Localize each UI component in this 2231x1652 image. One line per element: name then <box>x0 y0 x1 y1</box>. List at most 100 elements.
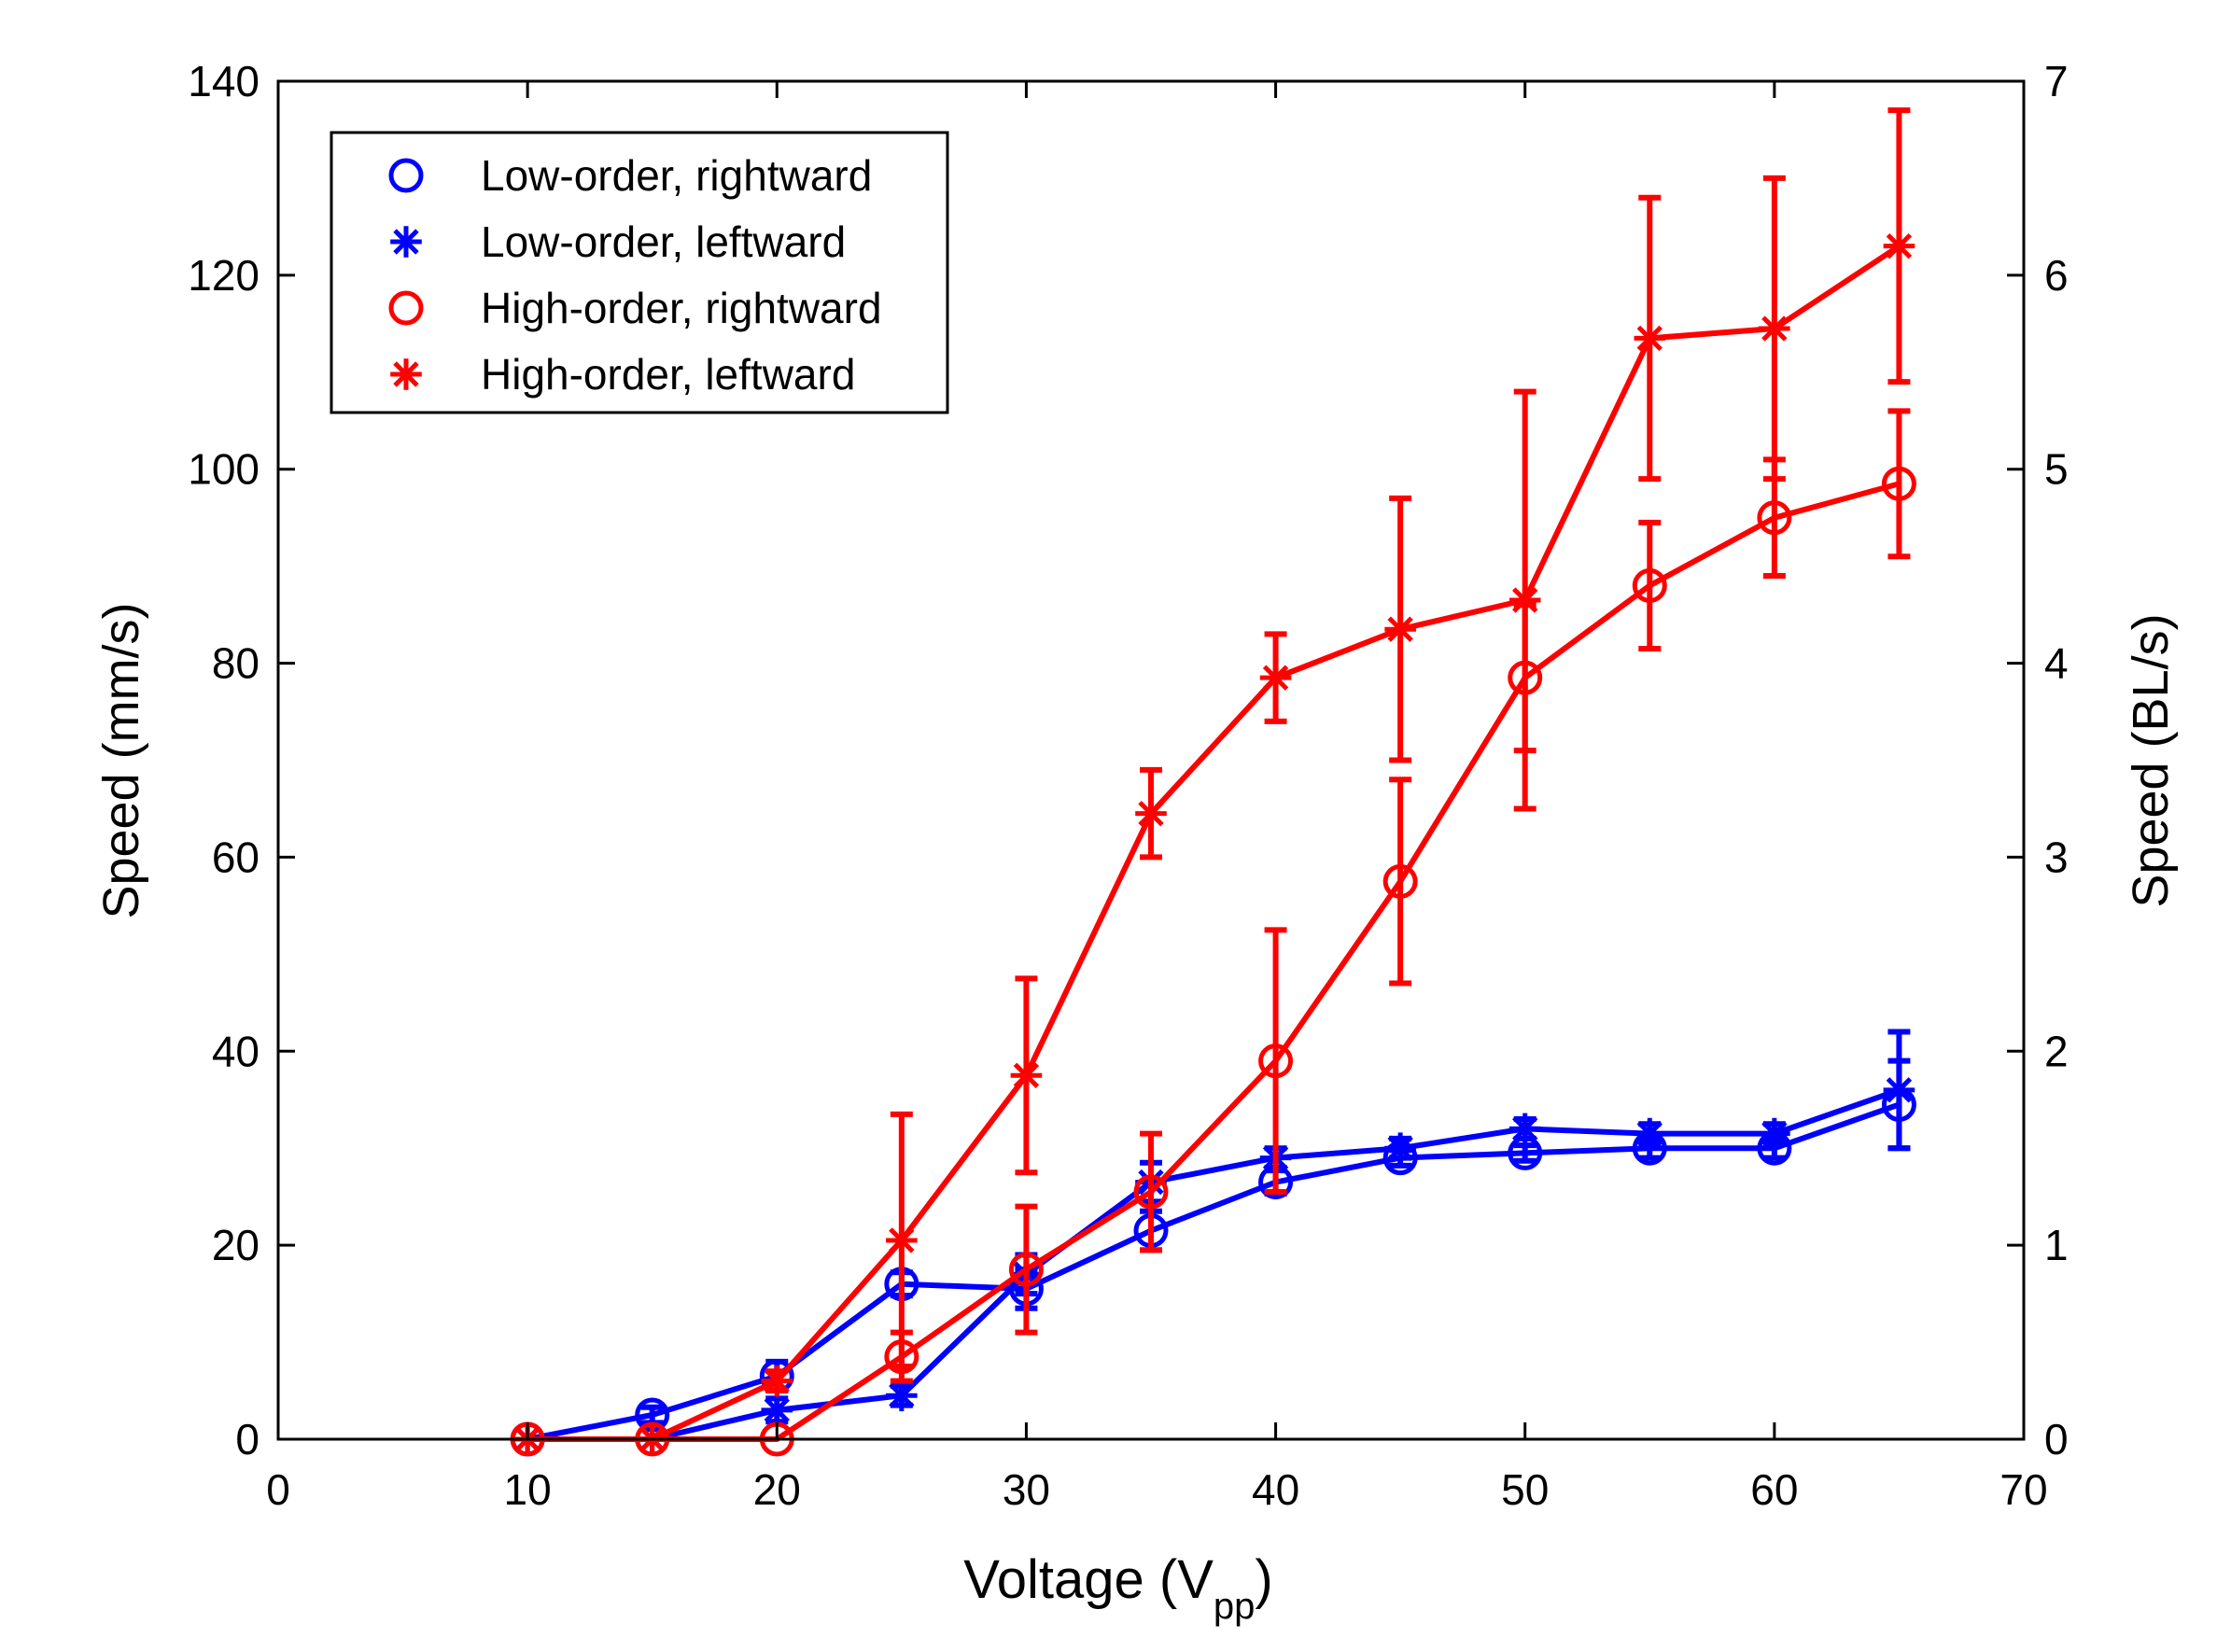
legend-label: High-order, leftward <box>481 350 855 399</box>
data-point <box>1508 1113 1541 1145</box>
x-tick-label: 40 <box>1252 1465 1299 1514</box>
asterisk-stroke <box>1387 616 1413 642</box>
error-bar <box>1264 927 1287 1195</box>
asterisk-stroke <box>1138 800 1164 827</box>
asterisk-stroke <box>1761 315 1788 342</box>
data-point <box>1632 567 1667 603</box>
data-point <box>886 1379 918 1412</box>
error-bar <box>1389 777 1412 987</box>
error-bar <box>1887 408 1911 560</box>
y2-tick-label: 6 <box>2044 251 2069 300</box>
axes: 0 10 20 30 40 50 60 700204060801001201400123456… <box>188 57 2068 1514</box>
data-point <box>1258 1043 1294 1079</box>
asterisk-stroke <box>764 1397 790 1423</box>
series-line <box>526 1101 1901 1442</box>
asterisk-stroke <box>393 229 419 255</box>
legend: Low-order, rightward Low-order, leftward H… <box>330 131 949 414</box>
legend-label: Low-order, rightward <box>481 151 872 200</box>
legend-box <box>330 131 949 414</box>
y-tick-label: 60 <box>212 833 260 881</box>
y-tick-label: 140 <box>188 57 260 105</box>
data-point <box>1508 584 1541 616</box>
x-axis-label-close: ) <box>1255 1549 1272 1610</box>
y-tick-label: 100 <box>188 445 260 494</box>
asterisk-stroke <box>764 1367 790 1394</box>
data-point <box>1382 863 1418 899</box>
error-bar <box>1015 1203 1038 1336</box>
error-bar <box>1638 519 1662 651</box>
y2-tick-label: 5 <box>2044 445 2069 494</box>
asterisk-stroke <box>1761 1120 1788 1147</box>
data-point <box>1759 1117 1790 1150</box>
data-point <box>1881 466 1916 501</box>
legend-marker <box>388 158 424 193</box>
legend-entry: High-order, leftward <box>390 350 855 399</box>
y-tick-label: 40 <box>212 1027 260 1075</box>
series-line <box>527 1087 1901 1442</box>
legend-marker <box>390 226 422 258</box>
data-point <box>1008 1252 1044 1287</box>
plot-frame <box>276 79 2026 1441</box>
error-bar <box>1140 1130 1162 1253</box>
data-point <box>1883 230 1915 262</box>
legend-entry: Low-order, rightward <box>388 151 872 200</box>
x-tick-label: 50 <box>1501 1465 1549 1514</box>
y2-tick-label: 4 <box>2044 639 2069 688</box>
x-tick-label: 30 <box>1003 1465 1050 1514</box>
data-point <box>1384 613 1416 645</box>
y-axis-label: Speed (mm/s) <box>93 602 149 918</box>
legend-marker <box>390 358 422 390</box>
y2-tick-label: 0 <box>2044 1415 2069 1463</box>
data-point <box>1883 1074 1915 1106</box>
x-axis-label: Voltage (Vpp) <box>963 1549 1272 1627</box>
series-line <box>527 244 1901 1442</box>
legend-entry: Low-order, leftward <box>390 217 846 266</box>
x-axis-label-main: Voltage (V <box>963 1549 1214 1610</box>
x-tick-label: 60 <box>1750 1465 1798 1514</box>
asterisk-stroke <box>1636 1120 1663 1147</box>
data-point <box>1759 313 1790 344</box>
asterisk-stroke <box>1262 665 1289 691</box>
data-point <box>1757 500 1792 536</box>
y2-tick-label: 2 <box>2044 1027 2069 1075</box>
asterisk-stroke <box>889 1227 915 1253</box>
x-tick-label: 70 <box>1999 1465 2047 1514</box>
asterisk-stroke <box>1512 1115 1538 1142</box>
data-point <box>761 1394 793 1426</box>
asterisk-stroke <box>1512 587 1538 613</box>
asterisk-stroke <box>1013 1062 1040 1088</box>
y2-tick-label: 7 <box>2044 57 2069 105</box>
x-tick-label: 20 <box>753 1465 801 1514</box>
asterisk-stroke <box>1636 325 1663 352</box>
data-point <box>1259 662 1292 693</box>
y-tick-label: 0 <box>235 1415 260 1463</box>
asterisk-stroke <box>1387 1135 1413 1161</box>
x-tick-label: 10 <box>504 1465 552 1514</box>
x-axis-label-subscript: pp <box>1214 1586 1256 1627</box>
y2-axis-label: Speed (BL/s) <box>2123 613 2179 907</box>
legend-marker <box>388 290 424 326</box>
data-point <box>1010 1059 1043 1092</box>
legend-entry: High-order, rightward <box>388 284 882 332</box>
error-bar <box>1513 1142 1536 1164</box>
legend-label: Low-order, leftward <box>481 217 846 266</box>
y-tick-label: 120 <box>188 251 260 300</box>
asterisk-stroke <box>1886 232 1913 259</box>
data-point <box>1135 797 1167 830</box>
data-point <box>1133 1174 1169 1210</box>
data-point <box>761 1365 793 1397</box>
x-tick-label: 0 <box>266 1465 290 1514</box>
y2-tick-label: 3 <box>2044 833 2069 881</box>
y2-tick-label: 1 <box>2044 1221 2069 1269</box>
data-point <box>1634 322 1666 355</box>
legend-label: High-order, rightward <box>481 284 882 332</box>
data-point <box>1384 1132 1416 1165</box>
asterisk-stroke <box>1886 1077 1913 1103</box>
asterisk-stroke <box>393 361 419 387</box>
y-tick-label: 80 <box>212 639 260 688</box>
asterisk-stroke <box>889 1382 915 1408</box>
y-tick-label: 20 <box>212 1221 260 1269</box>
data-point <box>1634 1117 1666 1150</box>
data-point <box>886 1225 918 1256</box>
